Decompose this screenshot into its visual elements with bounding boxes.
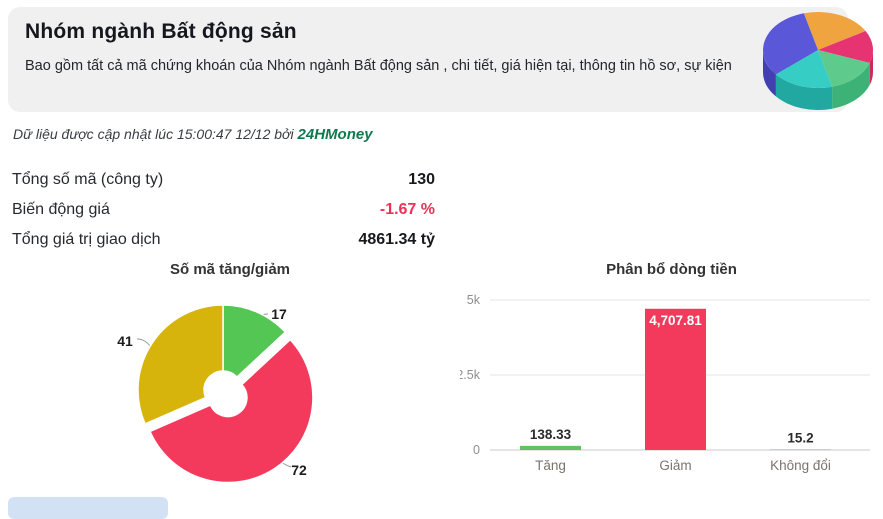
page-subtitle: Bao gồm tất cả mã chứng khoán của Nhóm n… (25, 58, 732, 74)
x-axis-category-label: Giảm (659, 458, 691, 473)
stat-value-negative: -1.67 % (379, 201, 435, 218)
clipped-bottom-chip[interactable] (8, 497, 168, 519)
stat-row-price-change: Biến động giá -1.67 % (12, 195, 435, 225)
bar-value-label: 4,707.81 (649, 313, 702, 328)
x-axis-category-label: Không đổi (770, 458, 831, 473)
pie-slice-0[interactable] (222, 304, 287, 379)
bar-0[interactable] (520, 445, 581, 450)
stat-row-total-value: Tổng giá trị giao dịch 4861.34 tỷ (12, 225, 435, 255)
brand-link[interactable]: 24HMoney (297, 126, 373, 143)
stat-label: Biến động giá (12, 201, 110, 218)
pie-connector (136, 338, 152, 348)
y-axis-tick-label: 5k (467, 293, 481, 307)
pie-slice-2[interactable] (137, 304, 224, 425)
x-axis-category-label: Tăng (535, 458, 566, 473)
sector-stats: Tổng số mã (công ty) 130 Biến động giá -… (12, 165, 435, 255)
stat-label: Tổng số mã (công ty) (12, 171, 164, 188)
pie-slice-value-label: 41 (117, 333, 133, 349)
stat-value: 130 (408, 171, 435, 188)
stat-row-total-symbols: Tổng số mã (công ty) 130 (12, 165, 435, 195)
bar-chart-title: Phân bổ dòng tiền (606, 261, 737, 278)
data-updated-line: Dữ liệu được cập nhật lúc 15:00:47 12/12… (13, 126, 373, 143)
pie-slice-value-label: 17 (271, 306, 287, 322)
page-title: Nhóm ngành Bất động sản (25, 20, 297, 43)
stat-label: Tổng giá trị giao dịch (12, 231, 161, 248)
bar-chart-svg: 0 2.5k 5k 138.33 Tăng 4,707.81 Giảm 15.2 Không đ… (460, 293, 870, 473)
bar-1[interactable] (645, 308, 706, 450)
pie-3d-logo-icon (763, 12, 873, 110)
bar-2[interactable] (770, 449, 831, 450)
pie-slice-value-label: 72 (291, 462, 307, 478)
pie-slice-1[interactable] (149, 338, 314, 484)
bar-value-label: 15.2 (787, 430, 813, 445)
stat-value: 4861.34 tỷ (358, 231, 435, 248)
data-updated-text: Dữ liệu được cập nhật lúc 15:00:47 12/12… (13, 126, 294, 142)
y-axis-tick-label: 0 (473, 443, 480, 457)
pie-chart-svg: 17 72 41 (117, 304, 314, 484)
pie-chart-title: Số mã tăng/giảm (169, 261, 291, 278)
y-axis-tick-label: 2.5k (460, 368, 481, 382)
sector-header-card: Nhóm ngành Bất động sản Bao gồm tất cả m… (8, 7, 848, 112)
bar-value-label: 138.33 (530, 427, 572, 442)
